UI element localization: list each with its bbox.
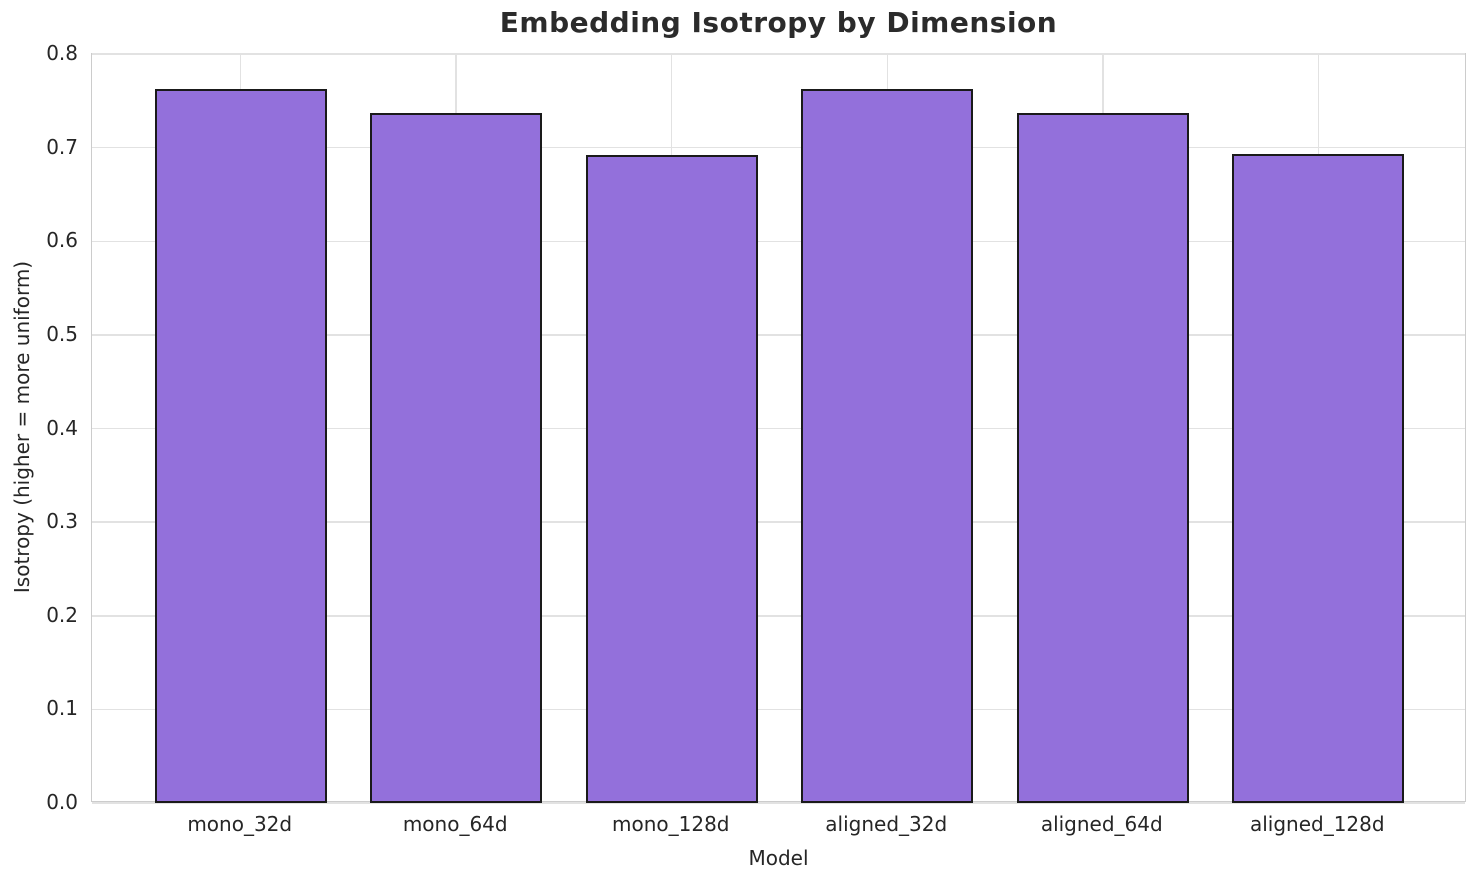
x-tick-label: mono_32d <box>187 812 293 836</box>
x-tick-label: aligned_64d <box>1040 812 1163 836</box>
x-tick-label: mono_64d <box>402 812 508 836</box>
y-tick-label: 0.7 <box>46 134 78 159</box>
h-gridline <box>92 53 1465 55</box>
y-tick-label: 0.4 <box>46 415 78 440</box>
h-gridline <box>92 802 1465 804</box>
y-tick-label: 0.6 <box>46 228 78 253</box>
h-gridline <box>92 146 1465 149</box>
x-tick-label: aligned_128d <box>1249 812 1385 836</box>
bar-mono_64d <box>370 112 543 803</box>
h-gridline <box>92 240 1465 242</box>
h-gridline <box>92 334 1465 336</box>
y-tick-label: 0.2 <box>46 602 78 627</box>
y-tick-label: 0.8 <box>46 41 78 65</box>
bar-aligned_32d <box>801 88 974 803</box>
h-gridline <box>92 427 1465 430</box>
plot-area <box>91 53 1466 804</box>
bar-aligned_128d <box>1232 154 1405 803</box>
h-gridline <box>92 521 1465 523</box>
y-tick-label: 0.5 <box>46 321 78 346</box>
chart-title: Embedding Isotropy by Dimension <box>499 6 1058 39</box>
y-tick-label: 0.0 <box>46 790 78 814</box>
bar-mono_128d <box>585 155 758 803</box>
x-tick-label: mono_128d <box>611 812 730 836</box>
y-tick-label: 0.3 <box>46 509 78 534</box>
h-gridline <box>92 708 1465 711</box>
bar-mono_32d <box>154 88 327 803</box>
h-gridline <box>92 615 1465 617</box>
bar-aligned_64d <box>1016 112 1189 803</box>
y-tick-label: 0.1 <box>46 696 78 721</box>
x-tick-label: aligned_32d <box>825 812 948 836</box>
x-axis-label: Model <box>748 846 809 870</box>
y-axis-label: Isotropy (higher = more uniform) <box>10 260 34 594</box>
